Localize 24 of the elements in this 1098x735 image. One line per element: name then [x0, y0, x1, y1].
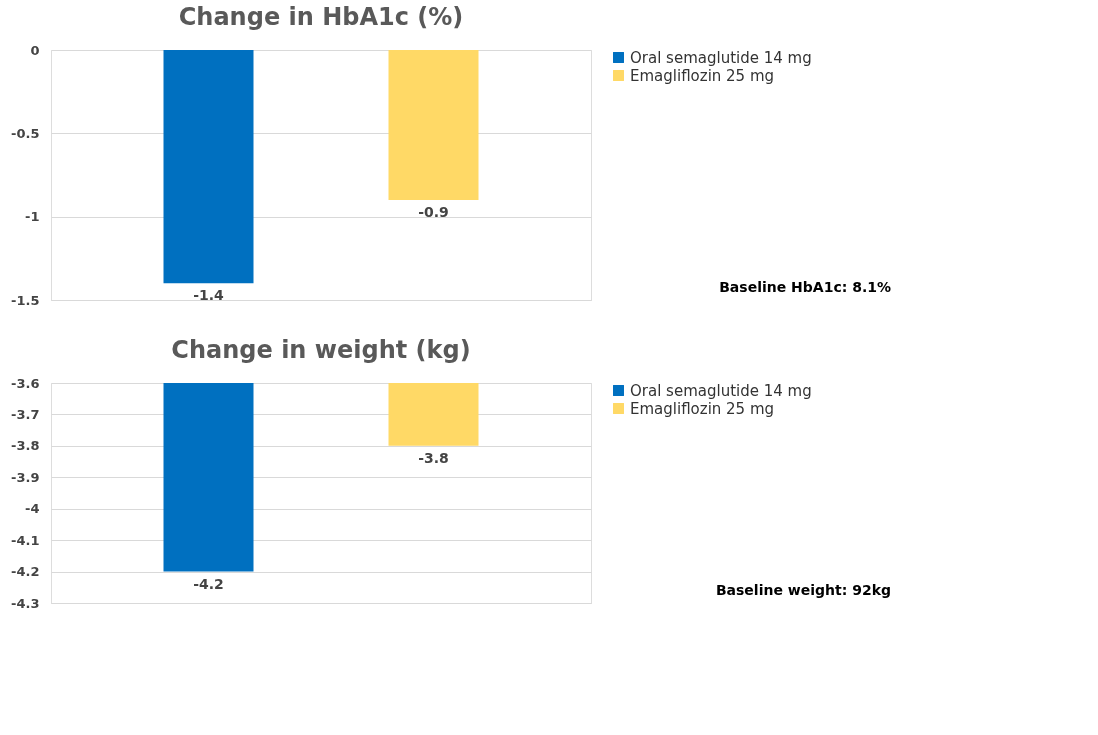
legend-label: Emagliflozin 25 mg [630, 399, 775, 418]
text: Baseline HbA1c: 8.1% [719, 279, 891, 295]
y-tick-label: -1.5 [11, 292, 40, 308]
chart-title: Change in weight (kg) [171, 336, 471, 364]
y-tick-label: -4 [25, 501, 40, 517]
y-tick-label: -4.2 [11, 564, 40, 580]
data-label: -1.4 [193, 287, 225, 304]
y-tick-label: -3.8 [11, 438, 40, 454]
y-tick-label: -3.7 [11, 406, 40, 422]
data-label: -4.2 [193, 575, 224, 592]
y-tick-label: -4.3 [11, 595, 40, 611]
y-tick-label: -4.1 [11, 532, 40, 548]
y-tick-label: -1 [25, 209, 40, 225]
legend-label: Emagliflozin 25 mg [630, 66, 775, 85]
data-label: -3.8 [418, 449, 449, 466]
y-tick-label: -3.9 [11, 469, 40, 485]
y-tick-label: -0.5 [11, 125, 40, 141]
chart-title: Change in HbA1c (%) [178, 3, 464, 31]
text: Baseline weight: 92kg [715, 582, 891, 598]
data-label: -0.9 [418, 204, 449, 220]
y-tick-label: 0 [30, 42, 40, 58]
y-tick-label: -3.6 [11, 375, 40, 391]
legend-label: Oral semaglutide 14 mg [630, 381, 812, 400]
legend-label: Oral semaglutide 14 mg [630, 48, 812, 67]
